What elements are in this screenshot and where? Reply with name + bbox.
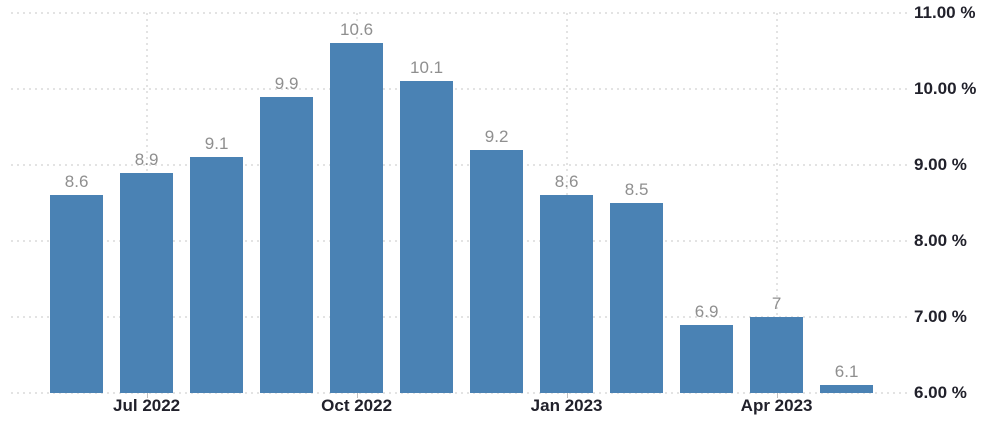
bar-value-label: 10.6 (340, 20, 374, 40)
bar-value-label: 6.9 (694, 301, 719, 321)
x-axis-label: Jul 2022 (113, 396, 181, 415)
bar-value-label: 9.1 (204, 134, 229, 154)
bar-value-label: 7 (771, 294, 782, 313)
bar-nov-2022[interactable] (400, 81, 454, 393)
bar-value-label: 9.2 (484, 126, 509, 146)
bar-sep-2022[interactable] (260, 96, 314, 393)
bar-jul-2022[interactable] (120, 172, 174, 393)
x-axis-tick (776, 393, 778, 398)
gridline-vertical (775, 13, 778, 393)
gridline-horizontal (11, 316, 908, 318)
bar-value-label: 8.6 (554, 172, 579, 192)
bar-value-label: 9.9 (274, 73, 299, 93)
gridline-horizontal (11, 164, 908, 166)
x-axis-label: Jan 2023 (530, 396, 603, 415)
bar-value-label: 8.9 (134, 149, 159, 169)
x-axis-label: Apr 2023 (740, 396, 813, 415)
x-axis-tick (566, 393, 568, 398)
x-axis-label: Oct 2022 (321, 396, 393, 415)
bar-value-label: 6.1 (834, 362, 859, 382)
y-axis-label: 8.00 % (914, 231, 967, 250)
plot-area: 8.6 8.9 9.1 9.9 10.6 10.1 9.2 8.6 8.5 6.9 7 6.1 (11, 12, 908, 398)
gridline-horizontal (11, 88, 908, 90)
gridline-horizontal (11, 240, 908, 242)
x-axis-tick (356, 393, 358, 398)
y-axis-label: 9.00 % (914, 155, 967, 174)
bar-value-label: 8.5 (624, 180, 649, 199)
bar-value-label: 8.6 (64, 172, 89, 192)
bar-aug-2022[interactable] (190, 157, 244, 393)
bar-may-2023[interactable] (820, 385, 874, 393)
y-axis-label: 6.00 % (914, 383, 967, 402)
y-axis-label: 7.00 % (914, 307, 967, 326)
bar-jan-2023[interactable] (540, 195, 594, 393)
gridline-horizontal (11, 12, 908, 14)
bar-feb-2023[interactable] (610, 203, 664, 393)
bar-jun-2022[interactable] (50, 195, 104, 393)
bar-dec-2022[interactable] (470, 149, 524, 393)
gridline-horizontal (11, 392, 908, 394)
y-axis-label: 11.00 % (914, 3, 976, 22)
bar-mar-2023[interactable] (680, 324, 734, 393)
bar-oct-2022[interactable] (330, 43, 384, 393)
bar-value-label: 10.1 (410, 58, 444, 78)
x-axis-tick (146, 393, 148, 398)
bar-apr-2023[interactable] (750, 317, 804, 393)
y-axis-label: 10.00 % (914, 79, 977, 98)
